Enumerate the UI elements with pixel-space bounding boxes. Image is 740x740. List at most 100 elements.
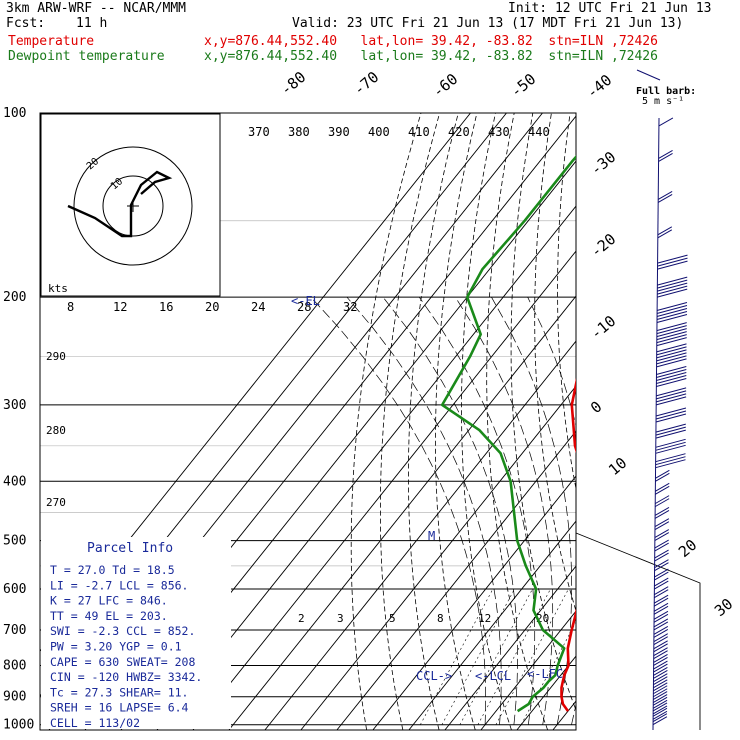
parcel-info-row: K = 27 LFC = 846. bbox=[50, 594, 168, 608]
isotherm-label: -30 bbox=[587, 148, 619, 179]
mixing-ratio-label: 12 bbox=[478, 612, 491, 625]
wind-barb bbox=[653, 640, 668, 650]
wind-barb bbox=[653, 673, 668, 683]
wind-barb bbox=[654, 571, 669, 581]
hodograph-speed-label: 24 bbox=[251, 300, 265, 314]
wind-barb bbox=[655, 426, 686, 436]
el-marker: <-EL bbox=[291, 294, 320, 308]
wind-barb bbox=[653, 633, 668, 643]
wind-barb bbox=[656, 325, 687, 335]
wind-barb bbox=[657, 260, 688, 270]
mixing-ratio-label: 5 bbox=[389, 612, 396, 625]
wind-barb bbox=[653, 586, 669, 596]
isotherm-label: -50 bbox=[507, 70, 539, 101]
wind-barb bbox=[655, 444, 686, 454]
wind-barb bbox=[655, 429, 686, 439]
moist-adiabat bbox=[491, 297, 573, 725]
wind-barb bbox=[653, 597, 669, 607]
wind-barb bbox=[652, 694, 668, 704]
parcel-info-row: PW = 3.20 YGP = 0.1 bbox=[50, 640, 182, 654]
wind-barb bbox=[654, 542, 669, 552]
wind-barb bbox=[656, 393, 687, 403]
wind-barb bbox=[655, 410, 687, 420]
moist-adiabat bbox=[455, 297, 554, 725]
wind-barb bbox=[653, 602, 669, 612]
wind-barb bbox=[654, 539, 669, 549]
wind-barb bbox=[653, 654, 668, 663]
wind-barb bbox=[655, 459, 686, 469]
wind-barb bbox=[653, 666, 668, 676]
wind-barb bbox=[656, 322, 687, 332]
wind-barb bbox=[654, 562, 669, 572]
wind-barb bbox=[652, 716, 668, 726]
barb-legend-icon bbox=[636, 69, 661, 81]
wind-barb bbox=[656, 331, 687, 341]
wind-barb bbox=[656, 396, 687, 406]
wind-barb bbox=[652, 702, 668, 712]
wind-barb bbox=[653, 682, 668, 692]
wind-barb bbox=[653, 613, 669, 623]
wind-barb bbox=[657, 288, 688, 298]
theta-left-label: 270 bbox=[46, 496, 66, 509]
pressure-label-600: 600 bbox=[3, 582, 26, 597]
wind-barb bbox=[658, 117, 674, 127]
model-title: 3km ARW-WRF -- NCAR/MMM bbox=[6, 1, 187, 16]
wind-barb bbox=[656, 378, 687, 388]
wind-barb bbox=[657, 279, 688, 289]
wind-barb bbox=[657, 190, 673, 200]
wind-barb bbox=[652, 685, 668, 695]
wind-barb bbox=[656, 358, 687, 368]
theta-label: 420 bbox=[448, 125, 470, 139]
wind-barb bbox=[656, 375, 687, 385]
init-time: Init: 12 UTC Fri 21 Jun 13 bbox=[508, 1, 712, 16]
pressure-label-700: 700 bbox=[3, 623, 26, 638]
hodograph-ring-10 bbox=[102, 175, 164, 237]
wind-barb bbox=[653, 589, 669, 599]
isotherm-label: 10 bbox=[605, 454, 630, 479]
dry-adiabat bbox=[380, 113, 440, 730]
parcel-info-row: CAPE = 630 SWEAT= 208 bbox=[50, 655, 195, 669]
wind-barb bbox=[654, 507, 670, 516]
pressure-label-500: 500 bbox=[3, 534, 26, 549]
parcel-info-row: SREH = 16 LAPSE= 6.4 bbox=[50, 701, 189, 715]
theta-label: 440 bbox=[528, 125, 550, 139]
wind-barb bbox=[652, 713, 668, 723]
parcel-info-box bbox=[41, 537, 231, 729]
mixing-ratio-label: 2 bbox=[298, 612, 305, 625]
wind-barb bbox=[656, 355, 687, 365]
hodograph-ring-20 bbox=[73, 146, 193, 266]
forecast-label: Fcst: bbox=[6, 16, 46, 31]
isotherm bbox=[408, 520, 576, 730]
parcel-info-row: SWI = -2.3 CCL = 852. bbox=[50, 624, 195, 638]
dry-adiabat bbox=[682, 113, 740, 730]
mixing-ratio-line bbox=[495, 588, 569, 725]
wind-barb bbox=[656, 337, 687, 347]
hodograph-speed-label: 20 bbox=[205, 300, 219, 314]
wind-barb bbox=[654, 485, 670, 495]
wind-barb bbox=[652, 691, 668, 701]
wind-barb bbox=[653, 594, 669, 604]
isotherm-label: -20 bbox=[587, 230, 619, 261]
wind-barb bbox=[657, 257, 688, 267]
wind-barb bbox=[654, 529, 670, 539]
barb-legend-title: Full barb: bbox=[636, 86, 696, 97]
wind-barb bbox=[657, 276, 688, 286]
wind-barb bbox=[652, 696, 668, 706]
barb-legend-unit: 5 m s⁻¹ bbox=[642, 96, 684, 107]
wind-barb bbox=[653, 621, 669, 631]
theta-left-label: 290 bbox=[46, 350, 66, 363]
dry-adiabat bbox=[435, 113, 478, 730]
wind-barb bbox=[654, 482, 670, 492]
theta-left-label: 280 bbox=[46, 424, 66, 437]
wind-barb bbox=[655, 413, 687, 423]
wind-barb bbox=[656, 366, 687, 376]
mixing-ratio-line bbox=[520, 621, 576, 725]
wind-barb bbox=[655, 441, 686, 451]
wind-barb bbox=[652, 688, 668, 698]
dry-adiabat bbox=[580, 113, 693, 730]
wind-barb bbox=[653, 605, 669, 615]
isotherm-label: 20 bbox=[675, 536, 700, 561]
temperature-legend-info: x,y=876.44,552.40 lat,lon= 39.42, -83.82… bbox=[204, 34, 658, 49]
wind-barb bbox=[656, 328, 687, 338]
